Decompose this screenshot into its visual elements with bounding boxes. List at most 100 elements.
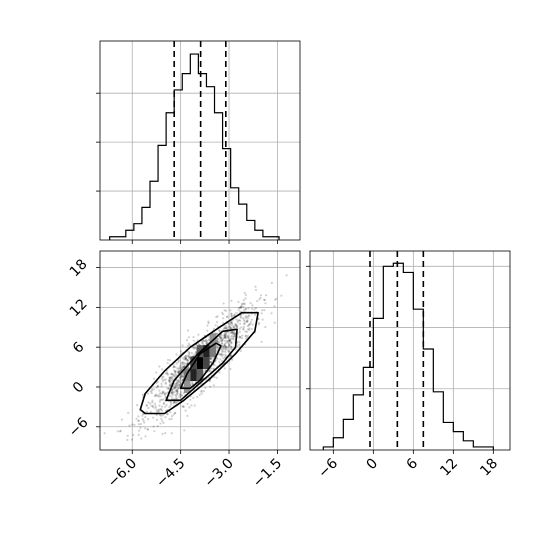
scatter-point — [241, 303, 244, 306]
scatter-point — [250, 327, 253, 331]
scatter-point — [187, 353, 190, 356]
scatter-point — [183, 356, 186, 359]
scatter-point — [230, 314, 234, 317]
scatter-point — [228, 324, 232, 328]
scatter-point — [236, 344, 239, 347]
scatter-point — [161, 378, 164, 381]
scatter-point — [175, 394, 178, 397]
scatter-point — [184, 364, 187, 367]
scatter-point — [218, 360, 221, 363]
scatter-point — [233, 331, 236, 334]
scatter-point — [162, 402, 165, 405]
scatter-point — [157, 410, 160, 413]
scatter-point — [152, 416, 155, 419]
scatter-point — [167, 379, 170, 382]
scatter-point — [224, 335, 227, 338]
scatter-point — [174, 384, 177, 388]
scatter-point — [239, 350, 242, 353]
scatter-point — [204, 386, 207, 389]
scatter-point — [254, 285, 257, 288]
scatter-point — [244, 315, 247, 318]
scatter-point — [257, 323, 260, 326]
scatter-point — [177, 380, 180, 383]
scatter-point — [179, 378, 182, 381]
scatter-point — [180, 394, 183, 397]
scatter-point — [161, 392, 164, 395]
scatter-point — [184, 409, 187, 412]
scatter-point — [247, 316, 250, 319]
scatter-point — [204, 369, 207, 372]
scatter-point — [254, 288, 258, 292]
scatter-point — [149, 390, 152, 393]
scatter-point — [238, 319, 241, 322]
scatter-point — [242, 318, 245, 322]
scatter-point — [222, 317, 225, 320]
scatter-point — [239, 336, 242, 339]
scatter-point — [215, 315, 218, 319]
scatter-point — [190, 352, 193, 355]
scatter-point — [192, 355, 195, 358]
scatter-point — [229, 341, 232, 344]
scatter-point — [186, 344, 189, 347]
scatter-point — [213, 376, 216, 379]
scatter-point — [229, 347, 232, 350]
scatter-point — [223, 344, 226, 347]
scatter-point — [248, 323, 251, 326]
scatter-point — [169, 359, 172, 362]
scatter-point — [174, 371, 177, 374]
scatter-point — [142, 419, 145, 422]
scatter-point — [247, 324, 250, 327]
scatter-point — [230, 354, 233, 357]
scatter-point — [186, 414, 189, 417]
scatter-point — [237, 300, 240, 303]
scatter-point — [227, 339, 230, 342]
scatter-point — [180, 394, 183, 397]
scatter-point — [242, 322, 246, 325]
scatter-point — [135, 417, 138, 420]
scatter-point — [175, 381, 178, 384]
scatter-point — [185, 358, 188, 361]
scatter-point — [202, 340, 205, 343]
scatter-point — [192, 336, 195, 339]
scatter-point — [224, 345, 227, 348]
scatter-point — [145, 404, 148, 407]
scatter-point — [240, 326, 243, 329]
scatter-point — [168, 379, 171, 382]
scatter-point — [181, 367, 184, 370]
scatter-point — [219, 336, 223, 340]
scatter-point — [169, 401, 172, 404]
scatter-point — [215, 339, 218, 342]
scatter-point — [162, 398, 165, 401]
scatter-point — [226, 334, 229, 337]
scatter-point — [240, 302, 243, 306]
scatter-point — [210, 356, 213, 360]
scatter-point — [265, 294, 268, 297]
scatter-point — [164, 382, 167, 385]
scatter-point — [232, 314, 236, 317]
scatter-point — [156, 380, 159, 383]
scatter-point — [166, 362, 169, 365]
scatter-point — [227, 345, 230, 348]
scatter-point — [146, 428, 149, 431]
scatter-point — [188, 351, 191, 354]
scatter-point — [205, 342, 208, 345]
scatter-point — [153, 394, 156, 398]
scatter-point — [132, 433, 135, 436]
scatter-point — [233, 313, 236, 316]
scatter-point — [176, 390, 179, 393]
scatter-point — [175, 389, 178, 392]
scatter-point — [223, 337, 226, 340]
scatter-point — [246, 320, 249, 323]
scatter-point — [168, 376, 171, 379]
scatter-point — [231, 331, 234, 334]
scatter-point — [163, 378, 166, 381]
scatter-point — [224, 341, 227, 345]
scatter-point — [170, 373, 173, 376]
scatter-point — [234, 322, 237, 326]
scatter-point — [194, 351, 197, 354]
scatter-point — [215, 321, 219, 324]
scatter-point — [224, 353, 227, 356]
scatter-point — [179, 375, 182, 378]
scatter-point — [170, 415, 173, 418]
scatter-point — [206, 324, 209, 327]
